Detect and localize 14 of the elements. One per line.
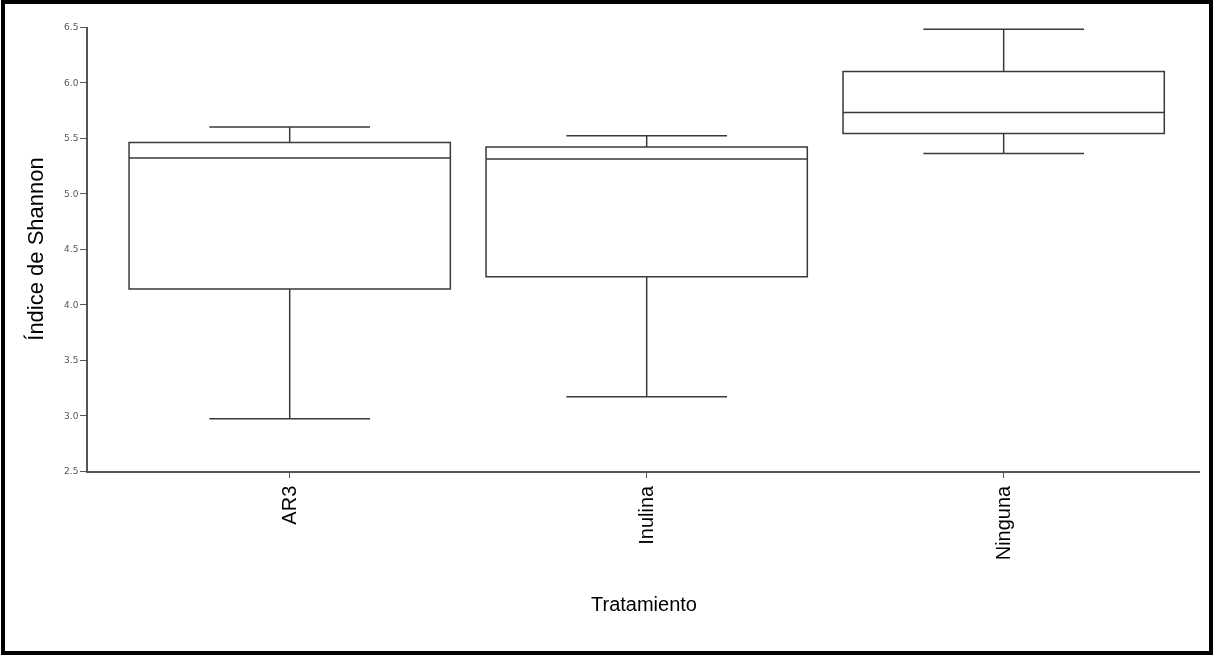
y-tick-label: 5.0	[64, 188, 79, 199]
y-tick-label: 4.0	[64, 299, 79, 310]
y-tick-label: 5.5	[64, 133, 79, 144]
y-tick-label: 6.5	[64, 22, 79, 33]
x-tick-label: AR3	[278, 485, 301, 525]
y-tick-label: 2.5	[64, 466, 79, 477]
x-tick-label: Ninguna	[992, 484, 1015, 561]
y-tick-label: 3.5	[64, 355, 79, 366]
x-axis-title: Tratamiento	[591, 593, 697, 616]
y-tick-label: 3.0	[64, 410, 79, 421]
y-axis-title: Índice de Shannon	[23, 157, 49, 341]
x-tick-label: Inulina	[635, 484, 658, 545]
y-tick-label: 6.0	[64, 77, 79, 88]
y-tick-label: 4.5	[64, 244, 79, 255]
